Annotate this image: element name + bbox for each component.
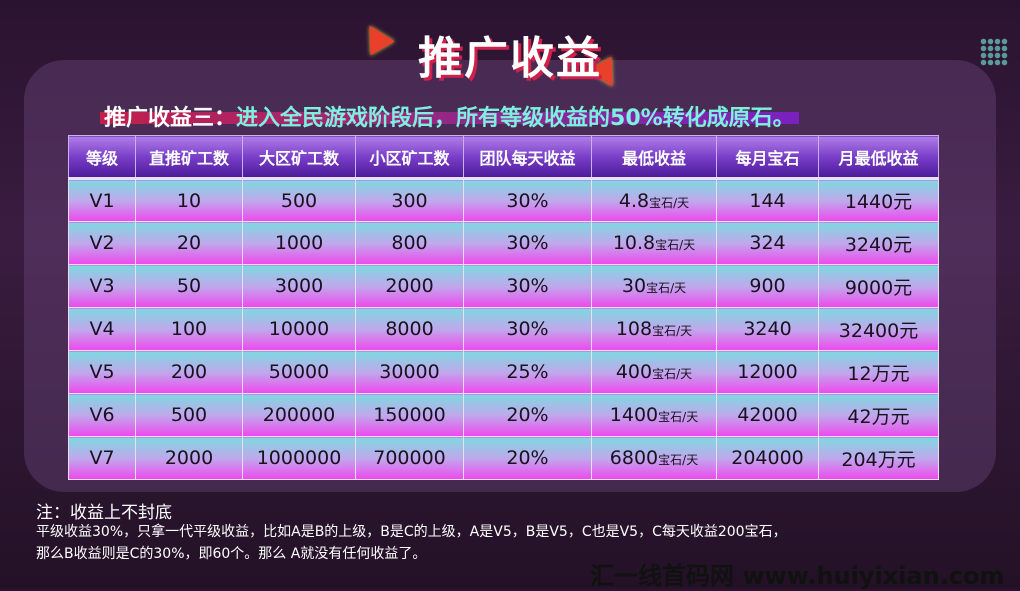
table-cell: 700000 xyxy=(355,436,464,480)
table-cell: 32400元 xyxy=(818,307,939,351)
table-cell: 3240 xyxy=(716,307,819,351)
table-cell: 204万元 xyxy=(818,436,939,480)
dots-decoration-icon xyxy=(980,38,1008,66)
column-header: 直推矿工数 xyxy=(135,135,243,180)
column-header: 等级 xyxy=(68,135,136,180)
earnings-table: 等级 直推矿工数 大区矿工数 小区矿工数 团队每天收益 最低收益 每月宝石 月最低收益 V1 1… xyxy=(68,135,939,480)
unit-label: 宝石/天 xyxy=(652,367,693,381)
min-earning-value: 10.8 xyxy=(612,232,656,254)
table-row: V6 500 200000 150000 20% 1400宝石/天 42000 42万元 xyxy=(68,393,939,437)
table-row: V2 20 1000 800 30% 10.8宝石/天 324 3240元 xyxy=(68,221,939,265)
unit-label: 宝石/天 xyxy=(649,195,690,210)
table-cell: 204000 xyxy=(716,436,819,480)
unit-label: 宝石/天 xyxy=(658,410,699,424)
description-line: 平级收益30%，只拿一代平级收益，比如A是B的上级，B是C的上级，A是V5，B是… xyxy=(36,524,787,540)
table-cell: 1400宝石/天 xyxy=(591,393,717,437)
table-cell: 3240元 xyxy=(818,221,939,265)
subtitle: 推广收益三：进入全民游戏阶段后，所有等级收益的50%转化成原石。 xyxy=(100,100,799,132)
table-cell: 3000 xyxy=(242,264,356,308)
unit-label: 宝石/天 xyxy=(658,453,699,467)
table-cell: 1440元 xyxy=(818,178,939,222)
table-cell: 25% xyxy=(463,350,592,394)
table-row: V7 2000 1000000 700000 20% 6800宝石/天 204000 204万… xyxy=(68,436,939,480)
table-cell: 2000 xyxy=(135,436,243,480)
min-earning-value: 108 xyxy=(615,318,653,340)
table-cell: 200000 xyxy=(242,393,356,437)
table-row: V4 100 10000 8000 30% 108宝石/天 3240 32400元 xyxy=(68,307,939,351)
table-cell: 30000 xyxy=(355,350,464,394)
description: 平级收益30%，只拿一代平级收益，比如A是B的上级，B是C的上级，A是V5，B是… xyxy=(36,521,996,565)
table-cell: 30% xyxy=(463,307,592,351)
watermark: 汇一线首码网 www.huiyixian.com xyxy=(590,562,1005,590)
table-cell: 30% xyxy=(463,178,592,222)
min-earning-value: 400 xyxy=(615,361,653,383)
table-cell: V4 xyxy=(68,307,136,351)
table-cell: 20% xyxy=(463,393,592,437)
table-cell: 6800宝石/天 xyxy=(591,436,717,480)
table-cell: 10 xyxy=(135,178,243,222)
column-header: 大区矿工数 xyxy=(242,135,356,180)
column-header: 月最低收益 xyxy=(818,135,939,180)
table-cell: 20 xyxy=(135,221,243,265)
table-cell: 500 xyxy=(135,393,243,437)
min-earning-value: 6800 xyxy=(609,447,659,469)
note: 注：收益上不封底 xyxy=(36,503,172,523)
table-cell: 1000 xyxy=(242,221,356,265)
table-cell: 800 xyxy=(355,221,464,265)
page-title: 推广收益 xyxy=(418,33,602,84)
table-cell: 4.8宝石/天 xyxy=(591,178,717,222)
table-cell: 50 xyxy=(135,264,243,308)
table-header-row: 等级 直推矿工数 大区矿工数 小区矿工数 团队每天收益 最低收益 每月宝石 月最低收益 xyxy=(68,135,939,180)
subtitle-prefix: 推广收益三： xyxy=(104,106,237,131)
table-cell: 9000元 xyxy=(818,264,939,308)
table-cell: 20% xyxy=(463,436,592,480)
table-row: V5 200 50000 30000 25% 400宝石/天 12000 12万元 xyxy=(68,350,939,394)
table-cell: 50000 xyxy=(242,350,356,394)
table-cell: V3 xyxy=(68,264,136,308)
table-cell: 42万元 xyxy=(818,393,939,437)
table-cell: 324 xyxy=(716,221,819,265)
table-cell: 500 xyxy=(242,178,356,222)
unit-label: 宝石/天 xyxy=(646,281,687,295)
table-cell: 8000 xyxy=(355,307,464,351)
table-cell: 108宝石/天 xyxy=(591,307,717,351)
table-cell: 400宝石/天 xyxy=(591,350,717,394)
table-cell: V1 xyxy=(68,178,136,222)
table-cell: 150000 xyxy=(355,393,464,437)
table-cell: V6 xyxy=(68,393,136,437)
column-header: 小区矿工数 xyxy=(355,135,464,180)
table-cell: 10.8宝石/天 xyxy=(591,221,717,265)
table-row: V1 10 500 300 30% 4.8宝石/天 144 1440元 xyxy=(68,178,939,222)
table-row: V3 50 3000 2000 30% 30宝石/天 900 9000元 xyxy=(68,264,939,308)
table-cell: 30宝石/天 xyxy=(591,264,717,308)
column-header: 每月宝石 xyxy=(716,135,819,180)
table-cell: 30% xyxy=(463,264,592,308)
table-cell: V2 xyxy=(68,221,136,265)
table-cell: 100 xyxy=(135,307,243,351)
table-cell: 2000 xyxy=(355,264,464,308)
column-header: 最低收益 xyxy=(591,135,717,180)
min-earning-value: 30 xyxy=(621,275,647,297)
min-earning-value: 4.8 xyxy=(618,189,650,212)
table-cell: V7 xyxy=(68,436,136,480)
table-cell: 144 xyxy=(716,178,819,222)
description-line: 那么B收益则是C的30%，即60个。那么 A就没有任何收益了。 xyxy=(36,546,427,562)
table-cell: 300 xyxy=(355,178,464,222)
table-cell: 12万元 xyxy=(818,350,939,394)
unit-label: 宝石/天 xyxy=(655,238,696,252)
table-cell: 30% xyxy=(463,221,592,265)
table-cell: 900 xyxy=(716,264,819,308)
table-cell: 10000 xyxy=(242,307,356,351)
subtitle-text: 进入全民游戏阶段后，所有等级收益的50%转化成原石。 xyxy=(236,106,795,131)
table-cell: 1000000 xyxy=(242,436,356,480)
column-header: 团队每天收益 xyxy=(463,135,592,180)
table-cell: V5 xyxy=(68,350,136,394)
unit-label: 宝石/天 xyxy=(652,324,693,338)
min-earning-value: 1400 xyxy=(609,404,659,426)
table-cell: 200 xyxy=(135,350,243,394)
table-cell: 12000 xyxy=(716,350,819,394)
table-cell: 42000 xyxy=(716,393,819,437)
